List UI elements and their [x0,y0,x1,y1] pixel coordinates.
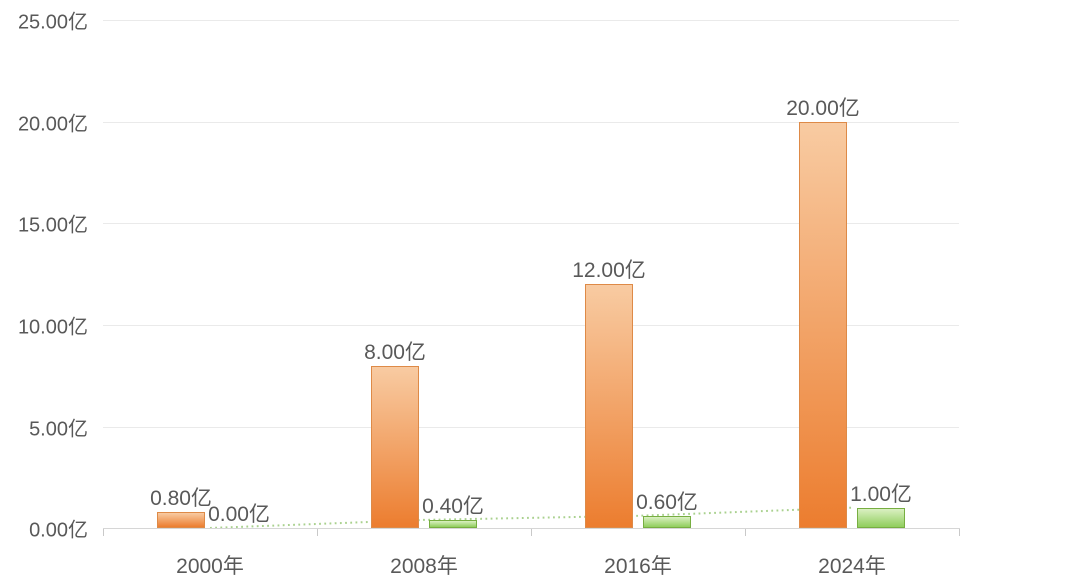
y-axis-label: 15.00亿 [17,214,88,237]
orange-bar [157,511,205,528]
x-axis-line [103,528,960,529]
orange-bar-value-label: 0.80亿 [150,486,212,510]
orange-bar-value-label: 8.00亿 [364,340,426,364]
orange-bar [799,121,847,528]
green-bar-value-label: 0.00亿 [208,503,270,526]
orange-bar-value-label: 12.00亿 [572,259,646,283]
orange-bar [371,365,419,528]
x-axis-tick [745,529,746,536]
x-axis-category-label: 2000年 [176,555,244,578]
x-axis-tick [317,529,318,536]
x-axis-category-label: 2008年 [390,555,458,578]
x-axis-tick [103,529,104,536]
y-axis-label: 10.00亿 [17,316,88,339]
green-bar [643,515,691,528]
y-axis-label: 0.00亿 [29,519,88,542]
gridline [103,20,959,22]
gridline [103,223,959,225]
gridline [103,121,959,123]
orange-bar-value-label: 20.00亿 [786,96,860,120]
green-bar [429,519,477,528]
x-axis-tick [959,529,960,536]
y-axis-label: 5.00亿 [29,418,88,440]
green-bar-value-label: 0.40亿 [422,494,484,518]
green-bar-value-label: 0.60亿 [636,490,698,514]
green-bar-value-label: 1.00亿 [850,482,912,506]
y-axis-label: 20.00亿 [17,113,88,136]
green-dotted-trend-line [209,506,853,529]
y-axis-label: 25.00亿 [17,11,88,34]
orange-bar [585,284,633,528]
x-axis-category-label: 2016年 [604,555,672,578]
gridline [103,426,959,428]
x-axis-tick [531,529,532,536]
gridline [103,324,959,326]
green-bar [857,507,905,528]
x-axis-category-label: 2024年 [818,555,886,578]
